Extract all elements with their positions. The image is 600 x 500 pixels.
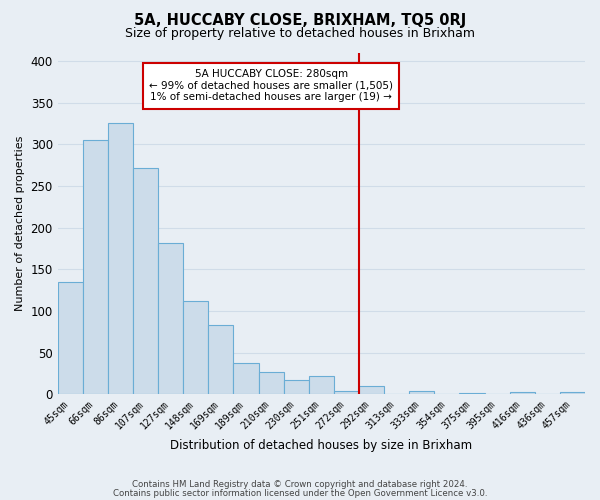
Bar <box>259 372 284 394</box>
Bar <box>208 325 233 394</box>
Text: Contains HM Land Registry data © Crown copyright and database right 2024.: Contains HM Land Registry data © Crown c… <box>132 480 468 489</box>
Bar <box>334 391 359 394</box>
Bar <box>183 301 208 394</box>
Bar <box>158 242 183 394</box>
Text: Contains public sector information licensed under the Open Government Licence v3: Contains public sector information licen… <box>113 488 487 498</box>
Bar <box>560 392 585 394</box>
Bar <box>233 364 259 394</box>
Text: 5A HUCCABY CLOSE: 280sqm
← 99% of detached houses are smaller (1,505)
1% of semi: 5A HUCCABY CLOSE: 280sqm ← 99% of detach… <box>149 69 393 102</box>
Bar <box>309 376 334 394</box>
Bar <box>58 282 83 395</box>
Bar <box>409 391 434 394</box>
Bar <box>359 386 384 394</box>
Bar <box>284 380 309 394</box>
Bar <box>108 124 133 394</box>
Bar <box>133 168 158 394</box>
Text: Size of property relative to detached houses in Brixham: Size of property relative to detached ho… <box>125 28 475 40</box>
Text: 5A, HUCCABY CLOSE, BRIXHAM, TQ5 0RJ: 5A, HUCCABY CLOSE, BRIXHAM, TQ5 0RJ <box>134 12 466 28</box>
Y-axis label: Number of detached properties: Number of detached properties <box>15 136 25 311</box>
Bar <box>83 140 108 394</box>
Bar <box>509 392 535 394</box>
X-axis label: Distribution of detached houses by size in Brixham: Distribution of detached houses by size … <box>170 440 472 452</box>
